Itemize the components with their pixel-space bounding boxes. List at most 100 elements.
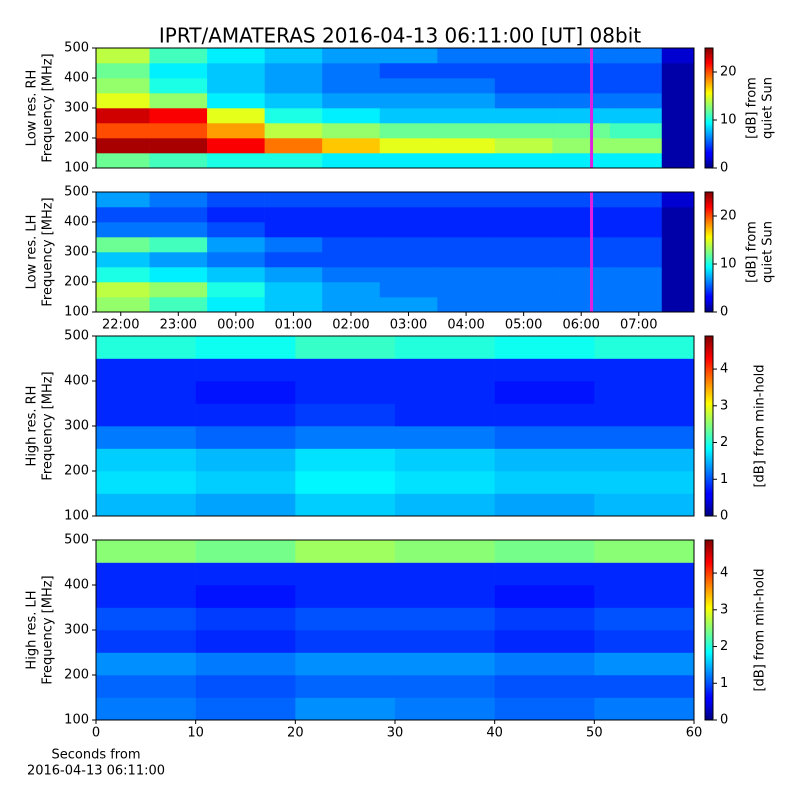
x-tick-label: 06:00 <box>562 318 599 333</box>
cell <box>609 138 663 154</box>
cell <box>395 381 495 404</box>
cell <box>379 282 438 298</box>
cell <box>552 108 611 124</box>
cell <box>149 153 208 169</box>
cell <box>96 267 150 283</box>
y-axis-label: Frequency [MHz] <box>41 197 56 306</box>
cell <box>395 493 495 517</box>
cell <box>661 63 695 79</box>
cell <box>661 297 695 313</box>
cell <box>96 207 150 223</box>
cell <box>195 562 296 586</box>
cell <box>295 675 396 698</box>
colorbar <box>704 539 714 721</box>
colorbar-tick-label: 3 <box>720 398 728 413</box>
cell <box>661 252 695 268</box>
y-axis-label: High res. RH <box>25 386 40 467</box>
cell <box>379 108 438 124</box>
cell <box>594 607 695 631</box>
cell <box>661 138 695 154</box>
cell <box>295 540 396 563</box>
cell <box>149 192 208 208</box>
colorbar <box>704 335 714 517</box>
cell <box>494 63 553 79</box>
cell <box>437 252 496 268</box>
cell <box>96 675 196 698</box>
cell <box>437 207 496 223</box>
cell <box>395 585 495 608</box>
cell <box>207 252 265 268</box>
cell <box>264 237 323 253</box>
cell <box>494 697 595 721</box>
colorbar-label: [dB] from <box>745 221 760 283</box>
cell <box>322 207 381 223</box>
cell <box>195 675 296 698</box>
cell <box>395 540 495 563</box>
cell <box>207 237 265 253</box>
cell <box>494 297 553 313</box>
cell <box>395 426 495 449</box>
x-axis-label: Seconds from <box>51 748 140 763</box>
cell <box>395 630 495 653</box>
cell <box>207 93 265 109</box>
x-tick-label: 40 <box>486 726 503 741</box>
x-tick-label: 07:00 <box>620 318 657 333</box>
cell <box>594 562 695 586</box>
cell <box>207 267 265 283</box>
cell <box>322 222 381 238</box>
colorbar-label: [dB] from <box>745 77 760 139</box>
x-tick-label: 50 <box>586 726 603 741</box>
cell <box>494 358 595 382</box>
cell <box>195 471 296 494</box>
cell <box>207 123 265 139</box>
cell <box>149 207 208 223</box>
cell <box>379 297 438 313</box>
cell <box>322 267 381 283</box>
cell <box>96 630 196 653</box>
cell <box>609 207 663 223</box>
cell <box>322 282 381 298</box>
cell <box>322 48 381 64</box>
cell <box>195 697 296 721</box>
cell <box>395 471 495 494</box>
cell <box>494 426 595 449</box>
cell <box>264 123 323 139</box>
y-tick-label: 400 <box>64 71 89 86</box>
y-axis-label: Low res. LH <box>25 215 40 290</box>
cell <box>437 138 496 154</box>
y-axis-label: Frequency [MHz] <box>41 53 56 162</box>
cell <box>609 297 663 313</box>
cell <box>149 78 208 94</box>
cell <box>379 252 438 268</box>
cell <box>264 282 323 298</box>
x-tick-label: 03:00 <box>390 318 427 333</box>
cell <box>96 192 150 208</box>
y-tick-label: 300 <box>64 419 89 434</box>
cell <box>552 192 611 208</box>
cell <box>149 252 208 268</box>
y-tick-label: 200 <box>64 275 89 290</box>
cell <box>264 78 323 94</box>
cell <box>594 675 695 698</box>
cell <box>96 297 150 313</box>
cell <box>494 336 595 359</box>
cell <box>295 562 396 586</box>
cell <box>494 471 595 494</box>
cell <box>295 652 396 676</box>
cell <box>264 192 323 208</box>
cell <box>195 607 296 631</box>
cell <box>552 48 611 64</box>
cell <box>96 93 150 109</box>
cell <box>195 630 296 653</box>
cell <box>594 358 695 382</box>
cell <box>609 93 663 109</box>
x-tick-label: 30 <box>387 726 404 741</box>
y-tick-label: 500 <box>64 185 89 200</box>
y-tick-label: 100 <box>64 509 89 524</box>
cell <box>494 222 553 238</box>
cell <box>552 138 611 154</box>
cell <box>494 153 553 169</box>
colorbar-label: [dB] from min-hold <box>753 364 768 487</box>
cell <box>552 153 611 169</box>
